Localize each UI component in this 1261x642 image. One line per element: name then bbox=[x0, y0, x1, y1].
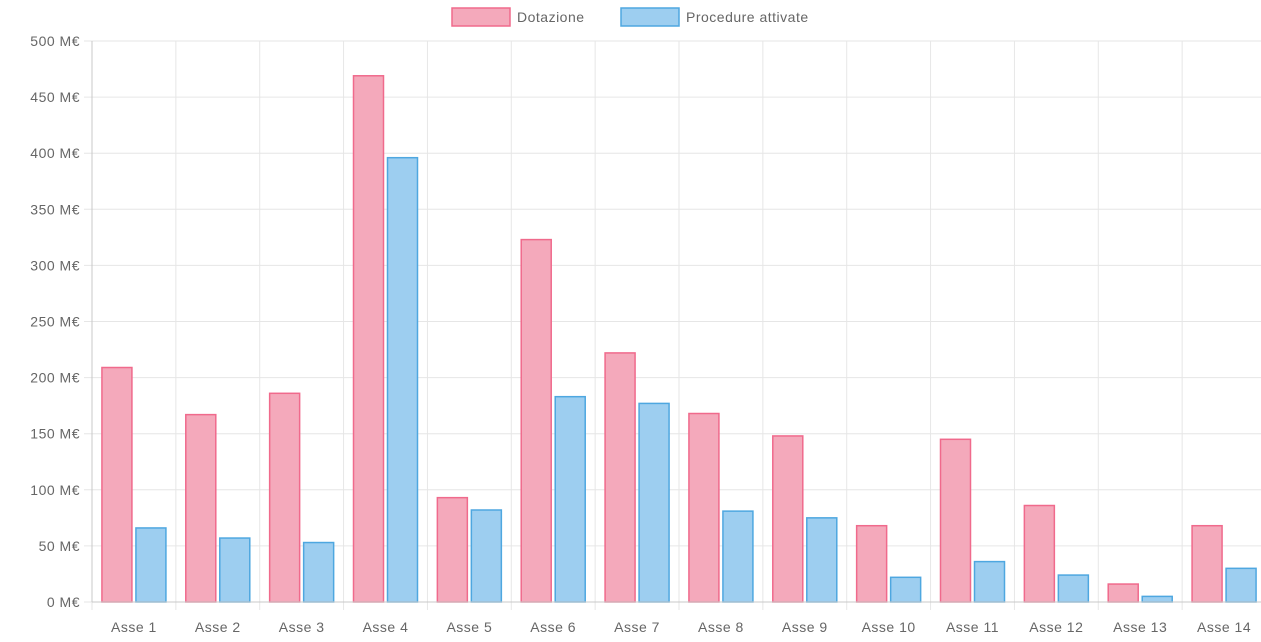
bar-dotazione-asse-12[interactable] bbox=[1023, 504, 1056, 603]
bar-dotazione-asse-5[interactable] bbox=[436, 496, 469, 603]
bar-procedure-attivate-asse-14[interactable] bbox=[1225, 567, 1257, 603]
bar-dotazione-asse-13[interactable] bbox=[1107, 583, 1139, 603]
x-tick-label: Asse 6 bbox=[530, 619, 576, 635]
y-tick-label: 350 M€ bbox=[30, 201, 80, 217]
y-tick-label: 450 M€ bbox=[30, 89, 80, 105]
x-axis: Asse 1 Asse 2 Asse 3 Asse 4 Asse 5 Asse 6 Asse… bbox=[92, 601, 1261, 635]
x-tick-label: Asse 12 bbox=[1029, 619, 1083, 635]
bar-dotazione-asse-7[interactable] bbox=[604, 352, 636, 603]
bar-procedure-attivate-asse-11[interactable] bbox=[973, 560, 1006, 603]
y-tick-label: 250 M€ bbox=[30, 314, 80, 330]
x-tick-label: Asse 5 bbox=[446, 619, 492, 635]
y-tick-label: 50 M€ bbox=[39, 538, 80, 554]
x-tick-label: Asse 2 bbox=[195, 619, 241, 635]
bar-dotazione-asse-11[interactable] bbox=[939, 438, 972, 603]
legend-item-dotazione[interactable]: Dotazione bbox=[451, 7, 585, 27]
bar-dotazione-asse-9[interactable] bbox=[772, 435, 804, 603]
y-tick-label: 400 M€ bbox=[30, 145, 80, 161]
bar-dotazione-asse-6[interactable] bbox=[520, 238, 552, 603]
x-tick-label: Asse 7 bbox=[614, 619, 660, 635]
y-tick-label: 100 M€ bbox=[30, 482, 80, 498]
x-tick-label: Asse 8 bbox=[698, 619, 744, 635]
y-tick-label: 150 M€ bbox=[30, 426, 80, 442]
legend-label-procedure-attivate: Procedure attivate bbox=[686, 9, 809, 25]
bar-procedure-attivate-asse-5[interactable] bbox=[470, 509, 503, 603]
bar-procedure-attivate-asse-7[interactable] bbox=[638, 402, 670, 603]
bar-procedure-attivate-asse-9[interactable] bbox=[806, 517, 838, 603]
bar-procedure-attivate-asse-2[interactable] bbox=[219, 537, 251, 603]
bar-procedure-attivate-asse-1[interactable] bbox=[135, 527, 167, 603]
bar-dotazione-asse-3[interactable] bbox=[268, 392, 301, 603]
bar-procedure-attivate-asse-6[interactable] bbox=[554, 395, 586, 603]
legend-label-dotazione: Dotazione bbox=[517, 9, 585, 25]
x-tick-label: Asse 1 bbox=[111, 619, 157, 635]
bar-procedure-attivate-asse-3[interactable] bbox=[302, 541, 335, 603]
x-tick-label: Asse 9 bbox=[782, 619, 828, 635]
bar-dotazione-asse-10[interactable] bbox=[855, 524, 888, 603]
bar-procedure-attivate-asse-8[interactable] bbox=[722, 510, 754, 603]
x-tick-label: Asse 14 bbox=[1197, 619, 1251, 635]
x-tick-label: Asse 3 bbox=[279, 619, 325, 635]
bar-procedure-attivate-asse-10[interactable] bbox=[889, 576, 922, 603]
bar-procedure-attivate-asse-4[interactable] bbox=[386, 156, 419, 603]
y-axis: 0 M€ 50 M€ 100 M€ 150 M€ 200 M€ 250 M€ 300 M€ 3… bbox=[30, 33, 93, 610]
bar-procedure-attivate-asse-13[interactable] bbox=[1141, 595, 1173, 603]
x-tick-label: Asse 11 bbox=[946, 619, 999, 635]
chart-grid bbox=[84, 40, 1261, 610]
x-tick-label: Asse 10 bbox=[862, 619, 916, 635]
bar-dotazione-asse-14[interactable] bbox=[1191, 524, 1223, 603]
y-tick-label: 500 M€ bbox=[30, 33, 80, 49]
y-tick-label: 300 M€ bbox=[30, 257, 80, 273]
bar-dotazione-asse-1[interactable] bbox=[101, 366, 133, 603]
x-tick-label: Asse 4 bbox=[363, 619, 409, 635]
bar-dotazione-asse-2[interactable] bbox=[185, 413, 217, 603]
bar-procedure-attivate-asse-12[interactable] bbox=[1057, 574, 1090, 603]
legend-swatch-dotazione bbox=[451, 7, 511, 27]
legend-swatch-procedure-attivate bbox=[620, 7, 680, 27]
bar-dotazione-asse-8[interactable] bbox=[688, 412, 720, 603]
y-tick-label: 200 M€ bbox=[30, 370, 80, 386]
chart-legend[interactable]: Dotazione Procedure attivate bbox=[451, 7, 809, 27]
legend-item-procedure-attivate[interactable]: Procedure attivate bbox=[620, 7, 809, 27]
bars-group bbox=[101, 75, 1257, 603]
y-tick-label: 0 M€ bbox=[47, 594, 80, 610]
x-tick-label: Asse 13 bbox=[1113, 619, 1167, 635]
bar-dotazione-asse-4[interactable] bbox=[352, 75, 385, 603]
